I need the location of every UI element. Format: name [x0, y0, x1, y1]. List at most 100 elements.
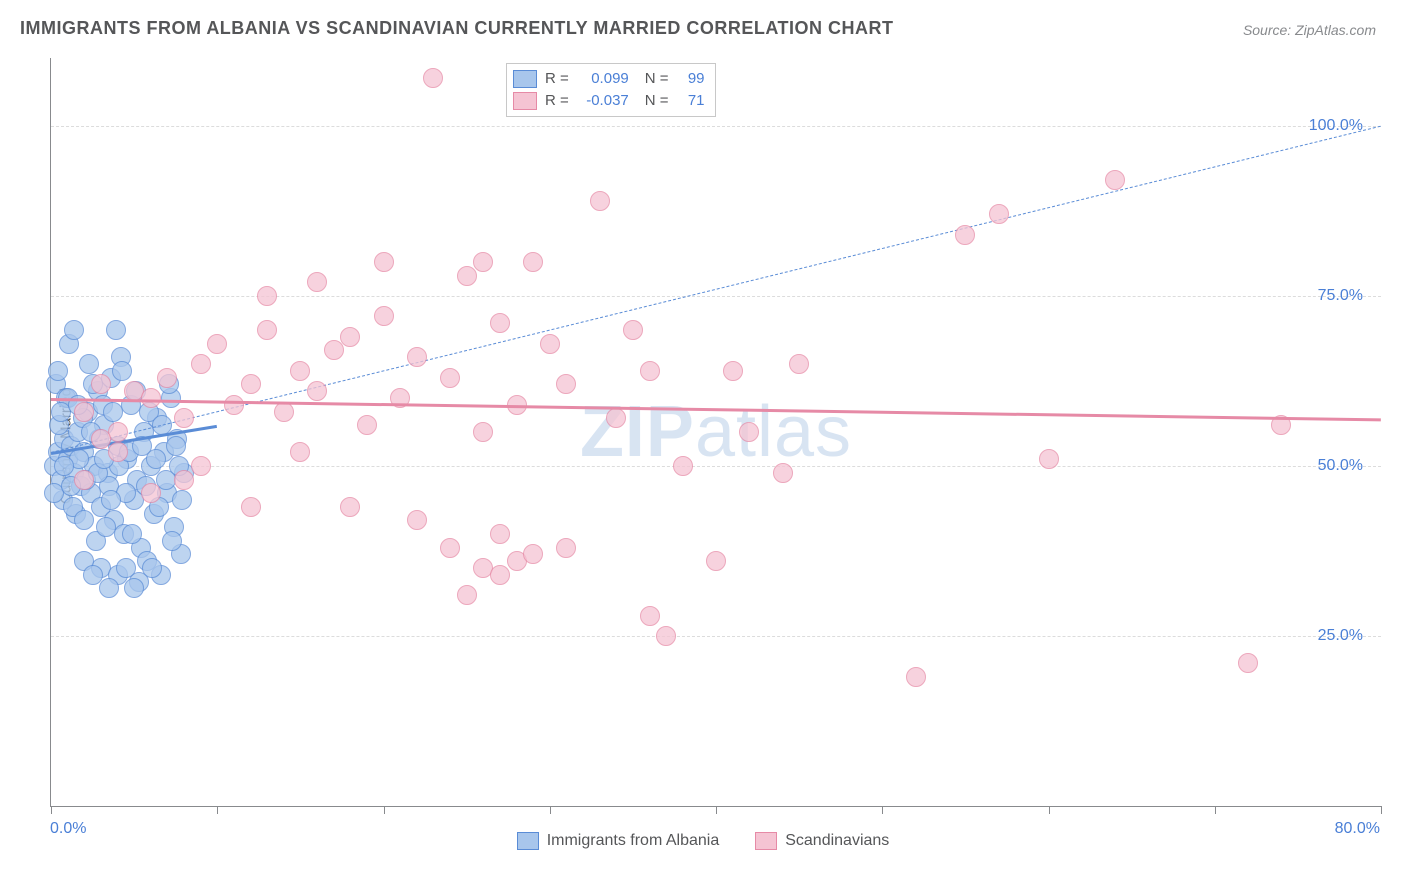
data-point	[1105, 170, 1125, 190]
data-point	[174, 470, 194, 490]
y-tick-label: 75.0%	[1318, 287, 1363, 305]
n-value: 99	[677, 68, 705, 90]
gridline	[51, 296, 1381, 297]
data-point	[739, 422, 759, 442]
gridline	[51, 466, 1381, 467]
data-point	[96, 517, 116, 537]
data-point	[723, 361, 743, 381]
data-point	[257, 320, 277, 340]
data-point	[407, 347, 427, 367]
data-point	[340, 327, 360, 347]
data-point	[74, 510, 94, 530]
data-point	[106, 320, 126, 340]
data-point	[556, 374, 576, 394]
data-point	[48, 361, 68, 381]
data-point	[307, 381, 327, 401]
watermark: ZIPatlas	[580, 391, 852, 473]
data-point	[116, 558, 136, 578]
data-point	[773, 463, 793, 483]
data-point	[490, 313, 510, 333]
data-point	[440, 368, 460, 388]
data-point	[290, 361, 310, 381]
data-point	[83, 565, 103, 585]
data-point	[523, 544, 543, 564]
data-point	[172, 490, 192, 510]
data-point	[540, 334, 560, 354]
data-point	[166, 436, 186, 456]
data-point	[340, 497, 360, 517]
data-point	[54, 456, 74, 476]
trend-line	[51, 398, 1381, 421]
data-point	[124, 578, 144, 598]
data-point	[307, 272, 327, 292]
data-point	[108, 442, 128, 462]
gridline	[51, 126, 1381, 127]
data-point	[955, 225, 975, 245]
data-point	[673, 456, 693, 476]
x-tick	[1381, 806, 1382, 814]
legend-label: Scandinavians	[785, 832, 889, 850]
data-point	[656, 626, 676, 646]
data-point	[640, 361, 660, 381]
legend-label: Immigrants from Albania	[547, 832, 720, 850]
x-tick	[882, 806, 883, 814]
data-point	[590, 191, 610, 211]
x-tick	[384, 806, 385, 814]
stats-legend-row: R =-0.037N =71	[513, 90, 705, 112]
data-point	[423, 68, 443, 88]
bottom-legend: Immigrants from Albania Scandinavians	[0, 832, 1406, 855]
x-tick	[1215, 806, 1216, 814]
data-point	[490, 565, 510, 585]
data-point	[490, 524, 510, 544]
data-point	[146, 449, 166, 469]
data-point	[99, 578, 119, 598]
data-point	[141, 483, 161, 503]
data-point	[556, 538, 576, 558]
plot-area: ZIPatlas R =0.099N =99R =-0.037N =71 25.…	[50, 58, 1381, 807]
legend-swatch	[513, 70, 537, 88]
data-point	[207, 334, 227, 354]
data-point	[324, 340, 344, 360]
data-point	[74, 402, 94, 422]
data-point	[374, 252, 394, 272]
data-point	[122, 524, 142, 544]
data-point	[241, 497, 261, 517]
n-label: N =	[645, 68, 669, 90]
data-point	[606, 408, 626, 428]
trend-line	[51, 126, 1381, 453]
data-point	[473, 252, 493, 272]
data-point	[457, 266, 477, 286]
data-point	[103, 402, 123, 422]
data-point	[989, 204, 1009, 224]
gridline	[51, 636, 1381, 637]
data-point	[906, 667, 926, 687]
x-tick	[716, 806, 717, 814]
x-tick	[51, 806, 52, 814]
legend-swatch	[513, 92, 537, 110]
data-point	[623, 320, 643, 340]
source-attribution: Source: ZipAtlas.com	[1243, 22, 1376, 38]
data-point	[142, 558, 162, 578]
legend-item: Immigrants from Albania	[517, 832, 720, 850]
data-point	[91, 374, 111, 394]
data-point	[112, 361, 132, 381]
data-point	[523, 252, 543, 272]
x-tick	[217, 806, 218, 814]
data-point	[374, 306, 394, 326]
data-point	[79, 354, 99, 374]
stats-legend-row: R =0.099N =99	[513, 68, 705, 90]
x-tick	[550, 806, 551, 814]
data-point	[91, 429, 111, 449]
n-value: 71	[677, 90, 705, 112]
data-point	[407, 510, 427, 530]
data-point	[290, 442, 310, 462]
data-point	[141, 388, 161, 408]
legend-swatch	[517, 832, 539, 850]
r-label: R =	[545, 68, 569, 90]
chart-title: IMMIGRANTS FROM ALBANIA VS SCANDINAVIAN …	[20, 18, 894, 39]
data-point	[157, 368, 177, 388]
data-point	[357, 415, 377, 435]
r-label: R =	[545, 90, 569, 112]
data-point	[1238, 653, 1258, 673]
y-tick-label: 25.0%	[1318, 627, 1363, 645]
